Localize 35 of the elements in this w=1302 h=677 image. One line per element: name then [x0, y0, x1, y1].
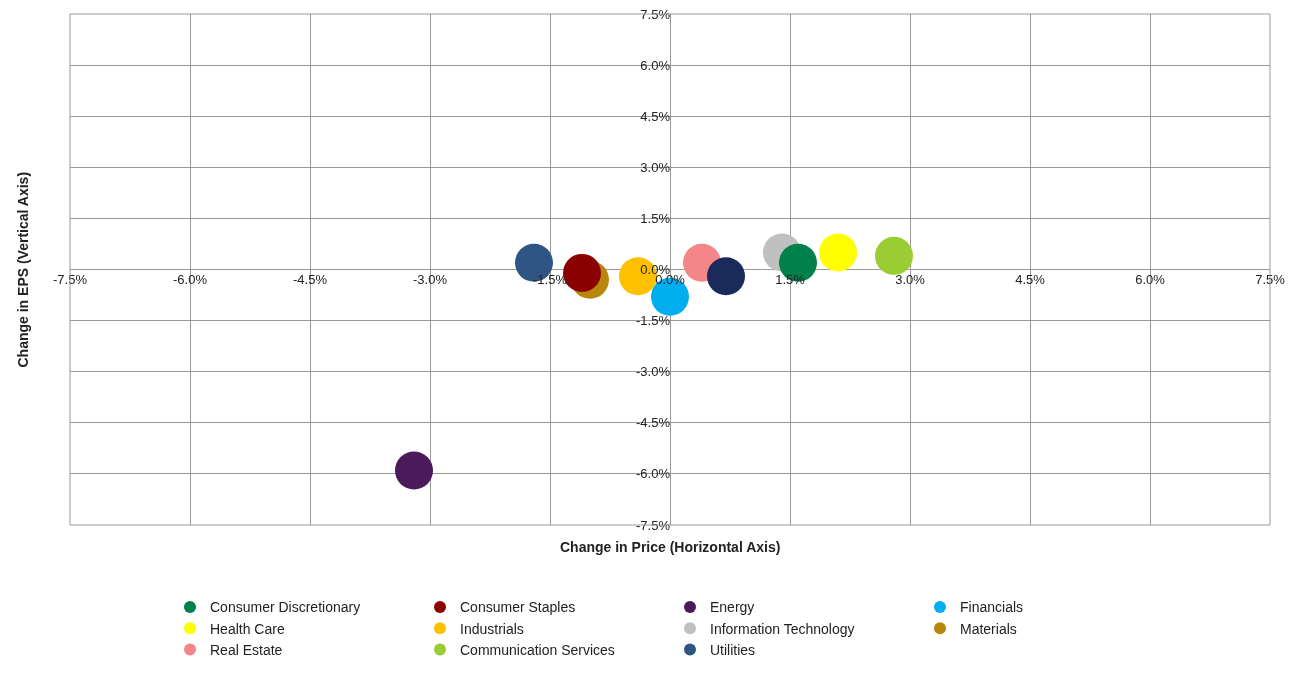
- y-tick-label: 3.0%: [640, 159, 671, 175]
- y-tick-label: -4.5%: [636, 415, 671, 431]
- x-axis-title: Change in Price (Horizontal Axis): [560, 539, 781, 555]
- point: [707, 257, 745, 296]
- y-tick-label: 6.0%: [640, 57, 671, 73]
- point: [395, 451, 433, 490]
- y-tick-label: 1.5%: [640, 210, 671, 226]
- y-axis-title: Change in EPS (Vertical Axis): [14, 171, 31, 368]
- legend-label: Financials: [960, 599, 1024, 616]
- legend-label: Real Estate: [210, 641, 283, 658]
- x-tick-label: 3.0%: [895, 271, 926, 287]
- legend-label: Energy: [710, 599, 755, 616]
- legend-label: Consumer Discretionary: [210, 599, 361, 616]
- x-tick-label: 7.5%: [1255, 271, 1286, 287]
- y-tick-label: 4.5%: [640, 108, 671, 124]
- legend-label: Materials: [960, 620, 1017, 637]
- legend-label: Communication Services: [460, 641, 615, 658]
- legend-label: Utilities: [710, 641, 756, 658]
- x-tick-label: -6.0%: [173, 271, 208, 287]
- legend-label: Consumer Staples: [460, 599, 576, 616]
- x-tick-label: -7.5%: [53, 271, 88, 287]
- x-tick-label: 6.0%: [1135, 271, 1166, 287]
- y-tick-label: -1.5%: [636, 313, 671, 329]
- y-tick-label: -6.0%: [636, 466, 671, 482]
- point: [875, 236, 913, 275]
- y-tick-label: 7.5%: [640, 6, 671, 22]
- legend-label: Health Care: [210, 620, 285, 637]
- legend-label: Industrials: [460, 620, 524, 637]
- legend-label: Information Technology: [710, 620, 855, 637]
- x-tick-label: 4.5%: [1015, 271, 1046, 287]
- y-tick-label: -3.0%: [636, 364, 671, 380]
- y-tick-label: -7.5%: [636, 517, 671, 533]
- x-tick-label: -3.0%: [413, 271, 448, 287]
- point: [819, 233, 857, 272]
- x-tick-label: -4.5%: [293, 271, 328, 287]
